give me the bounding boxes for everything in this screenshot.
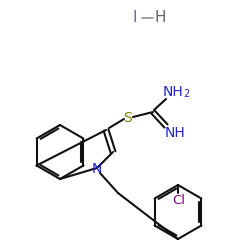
- Text: NH: NH: [164, 126, 186, 140]
- Text: NH: NH: [162, 85, 184, 99]
- Text: I: I: [133, 10, 137, 26]
- Text: N: N: [92, 162, 102, 176]
- Text: Cl: Cl: [172, 194, 186, 207]
- Text: H: H: [154, 10, 166, 26]
- Text: S: S: [124, 111, 132, 125]
- Text: 2: 2: [183, 89, 189, 99]
